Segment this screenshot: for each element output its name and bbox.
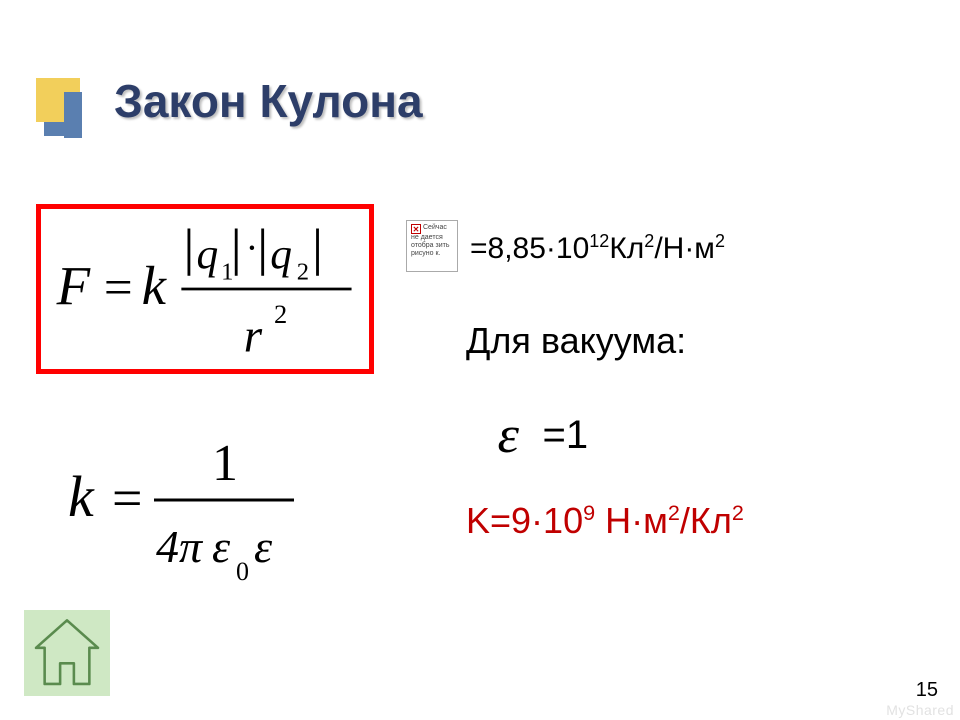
- svg-text:k: k: [68, 464, 95, 529]
- svg-text:q: q: [270, 230, 292, 278]
- svg-text:1: 1: [212, 435, 238, 492]
- svg-text:2: 2: [297, 259, 309, 286]
- coulomb-formula-svg: F = k q 1 · q 2 r 2: [49, 209, 361, 369]
- home-icon[interactable]: [24, 610, 110, 696]
- svg-text:=: =: [112, 468, 142, 528]
- broken-image-x-icon: ✕: [411, 224, 421, 234]
- k-formula: k = 1 4π ε 0 ε: [62, 400, 302, 600]
- page-title: Закон Кулона: [114, 74, 423, 128]
- epsilon-symbol: ε: [497, 406, 519, 465]
- vacuum-label: Для вакуума:: [466, 320, 686, 362]
- page-number: 15: [916, 679, 938, 702]
- coulomb-formula-box: F = k q 1 · q 2 r 2: [36, 204, 374, 374]
- svg-text:ε: ε: [254, 521, 273, 572]
- eps0-value: =8,85·1012Кл2/Н·м2: [470, 232, 725, 266]
- svg-text:r: r: [244, 310, 263, 362]
- epsilon-vacuum: ε =1: [498, 406, 588, 465]
- svg-text:1: 1: [221, 259, 233, 286]
- svg-text:·: ·: [246, 228, 259, 270]
- svg-text:F: F: [56, 255, 91, 316]
- svg-text:k: k: [142, 255, 168, 316]
- svg-text:ε: ε: [212, 521, 231, 572]
- broken-image-placeholder: ✕Сейчас не дается отобра зить рисуно к.: [406, 220, 458, 272]
- bullet-square-blue-h: [44, 122, 80, 136]
- svg-text:q: q: [196, 230, 218, 278]
- svg-text:2: 2: [274, 299, 287, 329]
- title-bullet: [36, 78, 98, 140]
- svg-text:4π: 4π: [156, 521, 204, 572]
- svg-text:0: 0: [236, 557, 249, 586]
- k-constant-value: K=9·109 Н·м2/Кл2: [466, 500, 744, 542]
- watermark: MyShared: [886, 702, 954, 718]
- svg-text:=: =: [104, 260, 133, 316]
- k-formula-svg: k = 1 4π ε 0 ε: [62, 400, 302, 600]
